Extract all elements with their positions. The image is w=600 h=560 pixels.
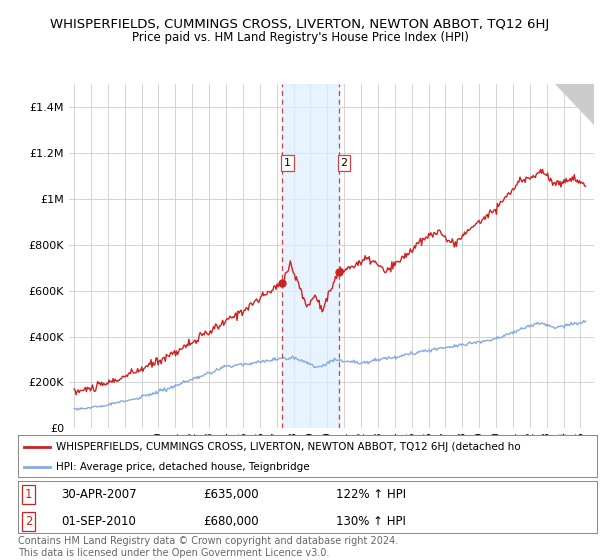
Text: £635,000: £635,000 (203, 488, 259, 501)
Text: 2: 2 (25, 515, 32, 528)
Text: WHISPERFIELDS, CUMMINGS CROSS, LIVERTON, NEWTON ABBOT, TQ12 6HJ: WHISPERFIELDS, CUMMINGS CROSS, LIVERTON,… (50, 18, 550, 31)
Text: 30-APR-2007: 30-APR-2007 (61, 488, 137, 501)
Polygon shape (554, 84, 594, 125)
Text: 1: 1 (284, 158, 291, 168)
Bar (282, 84, 338, 428)
Text: HPI: Average price, detached house, Teignbridge: HPI: Average price, detached house, Teig… (56, 461, 309, 472)
Text: 2: 2 (340, 158, 347, 168)
Text: 122% ↑ HPI: 122% ↑ HPI (337, 488, 407, 501)
Text: 01-SEP-2010: 01-SEP-2010 (61, 515, 136, 528)
Text: Price paid vs. HM Land Registry's House Price Index (HPI): Price paid vs. HM Land Registry's House … (131, 31, 469, 44)
Text: Contains HM Land Registry data © Crown copyright and database right 2024.
This d: Contains HM Land Registry data © Crown c… (18, 536, 398, 558)
Text: 130% ↑ HPI: 130% ↑ HPI (337, 515, 406, 528)
Text: 1: 1 (25, 488, 32, 501)
Text: WHISPERFIELDS, CUMMINGS CROSS, LIVERTON, NEWTON ABBOT, TQ12 6HJ (detached ho: WHISPERFIELDS, CUMMINGS CROSS, LIVERTON,… (56, 442, 520, 452)
Text: £680,000: £680,000 (203, 515, 259, 528)
